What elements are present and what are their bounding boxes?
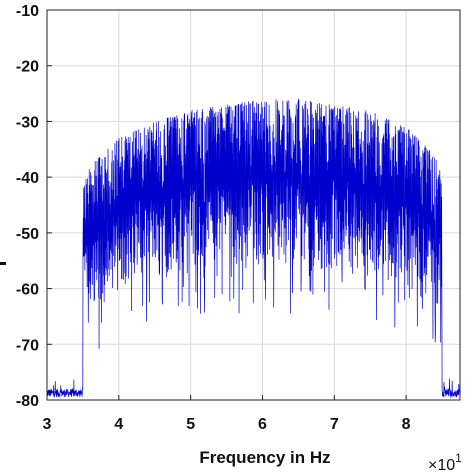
y-tick-label: -40 [16, 170, 39, 187]
x-tick-label: 5 [186, 416, 195, 433]
plot-frame [46, 9, 461, 401]
x-axis-exponent-power: 1 [455, 451, 462, 465]
y-tick-label: -30 [16, 114, 39, 131]
y-tick-label: -10 [16, 3, 39, 20]
x-axis-label: Frequency in Hz [199, 448, 330, 467]
x-tick-label: 6 [258, 416, 267, 433]
y-tick-label: -60 [16, 282, 39, 299]
spectrum-series-line [46, 99, 461, 399]
x-tick-label: 3 [43, 416, 52, 433]
x-axis-exponent: ×101 [428, 451, 462, 474]
y-tick-label: -80 [16, 393, 39, 410]
x-tick-label: 4 [114, 416, 123, 433]
tick-layer: 3 4 5 6 7 8 -10 -20 -30 -40 -50 -60 -70 -80 [16, 3, 411, 433]
y-axis-label-fragment [0, 262, 6, 265]
x-tick-label: 7 [330, 416, 339, 433]
y-tick-label: -70 [16, 337, 39, 354]
y-tick-label: -50 [16, 226, 39, 243]
x-tick-label: 8 [402, 416, 411, 433]
y-tick-label: -20 [16, 59, 39, 76]
series-layer [46, 99, 461, 399]
